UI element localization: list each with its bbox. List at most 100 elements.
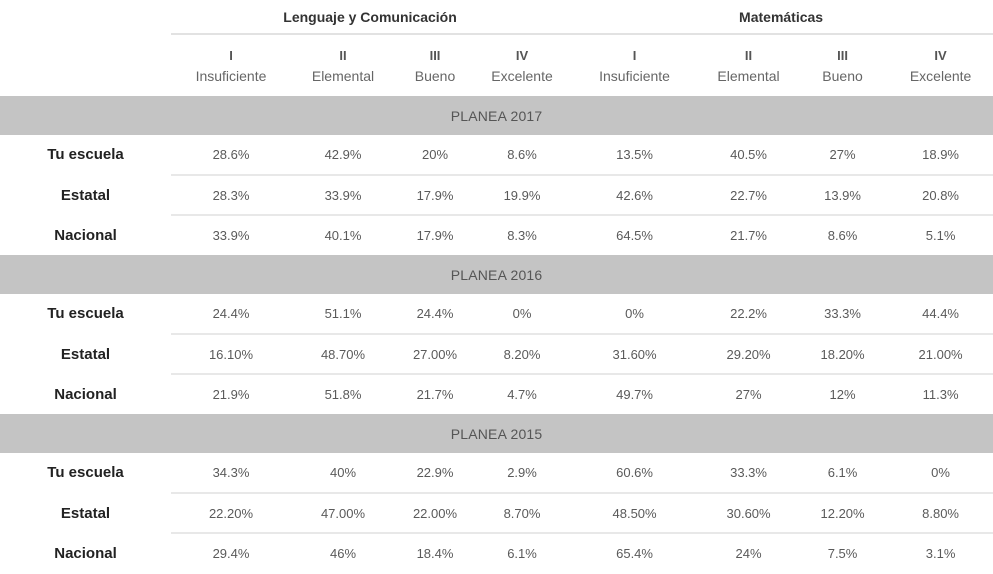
section-title: PLANEA 2015 xyxy=(450,425,543,442)
percentage-cell: 21.9% xyxy=(171,373,291,414)
level-roman: I xyxy=(632,47,637,63)
percentage-cell: 8.80% xyxy=(888,492,993,533)
row-label: Estatal xyxy=(0,492,171,533)
percentage-cell: 17.9% xyxy=(395,214,475,255)
row-label: Estatal xyxy=(0,174,171,215)
percentage-cell: 27% xyxy=(829,147,856,162)
percentage-cell: 8.6% xyxy=(797,214,889,255)
percentage-cell: 30.60% xyxy=(700,492,798,533)
percentage-cell: 20.8% xyxy=(888,174,993,215)
percentage-cell: 33.3% xyxy=(824,306,861,321)
level-header: II Elemental xyxy=(700,33,798,96)
section-title: PLANEA 2016 xyxy=(450,266,543,283)
percentage-cell: 31.60% xyxy=(569,333,701,374)
percentage-cell: 12% xyxy=(797,373,889,414)
table-row: Estatal 22.20% 47.00% 22.00% 8.70% 48.50% 30.6… xyxy=(0,492,993,533)
percentage-cell: 19.9% xyxy=(475,174,570,215)
percentage-cell: 40.5% xyxy=(730,147,767,162)
percentage-cell: 6.1% xyxy=(475,532,570,573)
level-roman: IV xyxy=(515,47,529,63)
percentage-cell: 42.6% xyxy=(569,174,701,215)
percentage-cell: 49.7% xyxy=(569,373,701,414)
percentage-cell: 46% xyxy=(291,532,395,573)
percentage-cell: 0% xyxy=(931,465,950,480)
level-name: Insuficiente xyxy=(599,67,670,84)
percentage-cell: 5.1% xyxy=(888,214,993,255)
percentage-cell: 16.10% xyxy=(171,333,291,374)
percentage-cell: 18.9% xyxy=(922,147,959,162)
section-band: PLANEA 2017 xyxy=(0,96,993,135)
subject-header-row: Lenguaje y Comunicación Matemáticas xyxy=(0,0,993,34)
percentage-cell: 51.8% xyxy=(291,373,395,414)
percentage-cell: 21.00% xyxy=(888,333,993,374)
percentage-cell: 48.50% xyxy=(569,492,701,533)
percentage-cell: 33.3% xyxy=(730,465,767,480)
table-row: Nacional 33.9% 40.1% 17.9% 8.3% 64.5% 21.7% 8.6… xyxy=(0,214,993,255)
percentage-cell: 27.00% xyxy=(395,333,475,374)
percentage-cell: 33.9% xyxy=(171,214,291,255)
percentage-cell: 0% xyxy=(625,306,644,321)
table-row: Tu escuela 24.4% 51.1% 24.4% 0% 0% 22.2% 33.3% 4… xyxy=(0,294,993,334)
level-name: Elemental xyxy=(311,67,375,84)
percentage-cell: 24.4% xyxy=(212,306,250,321)
percentage-cell: 28.6% xyxy=(212,147,250,162)
percentage-cell: 2.9% xyxy=(507,465,537,480)
level-roman: I xyxy=(229,47,233,63)
level-header: I Insuficiente xyxy=(569,33,701,96)
level-header: IV Excelente xyxy=(888,33,993,96)
percentage-cell: 21.7% xyxy=(395,373,475,414)
percentage-cell: 48.70% xyxy=(291,333,395,374)
row-label: Tu escuela xyxy=(47,146,124,163)
level-roman: IV xyxy=(934,47,947,63)
level-name: Bueno xyxy=(414,67,456,84)
percentage-cell: 8.20% xyxy=(475,333,570,374)
table-row: Tu escuela 34.3% 40% 22.9% 2.9% 60.6% 33.3% 6.1… xyxy=(0,453,993,493)
section-band: PLANEA 2016 xyxy=(0,255,993,294)
percentage-cell: 60.6% xyxy=(616,465,653,480)
percentage-cell: 65.4% xyxy=(569,532,701,573)
percentage-cell: 51.1% xyxy=(324,306,362,321)
percentage-cell: 3.1% xyxy=(888,532,993,573)
percentage-cell: 22.9% xyxy=(416,465,454,480)
row-label: Tu escuela xyxy=(47,305,124,322)
level-name: Excelente xyxy=(491,67,553,84)
percentage-cell: 29.4% xyxy=(171,532,291,573)
row-label: Nacional xyxy=(0,373,171,414)
level-roman: III xyxy=(837,47,848,63)
level-header: III Bueno xyxy=(797,33,889,96)
level-name: Bueno xyxy=(822,67,863,84)
subject-header-matematicas: Matemáticas xyxy=(739,8,824,25)
table-row: Nacional 21.9% 51.8% 21.7% 4.7% 49.7% 27% 12% 11… xyxy=(0,373,993,414)
percentage-cell: 17.9% xyxy=(395,174,475,215)
table-row: Tu escuela 28.6% 42.9% 20% 8.6% 13.5% 40.5% 27%… xyxy=(0,135,993,175)
percentage-cell: 13.5% xyxy=(616,147,653,162)
percentage-cell: 22.20% xyxy=(171,492,291,533)
percentage-cell: 21.7% xyxy=(700,214,798,255)
level-header: III Bueno xyxy=(395,33,475,96)
level-header: IV Excelente xyxy=(475,33,570,96)
percentage-cell: 24% xyxy=(700,532,798,573)
percentage-cell: 18.4% xyxy=(395,532,475,573)
level-name: Insuficiente xyxy=(195,67,267,84)
percentage-cell: 44.4% xyxy=(922,306,959,321)
percentage-cell: 4.7% xyxy=(475,373,570,414)
percentage-cell: 18.20% xyxy=(797,333,889,374)
row-label: Nacional xyxy=(0,532,171,573)
percentage-cell: 7.5% xyxy=(797,532,889,573)
level-header-row: I Insuficiente II Elemental III Bueno IV Exc… xyxy=(0,33,993,96)
level-header: I Insuficiente xyxy=(171,33,291,96)
percentage-cell: 8.3% xyxy=(475,214,570,255)
percentage-cell: 8.6% xyxy=(507,147,537,162)
row-label: Estatal xyxy=(0,333,171,374)
percentage-cell: 22.2% xyxy=(730,306,767,321)
percentage-cell: 33.9% xyxy=(291,174,395,215)
results-body: PLANEA 2017 Tu escuela 28.6% 42.9% 20% 8.6% 13… xyxy=(0,96,993,573)
percentage-cell: 24.4% xyxy=(416,306,454,321)
percentage-cell: 13.9% xyxy=(797,174,889,215)
percentage-cell: 28.3% xyxy=(171,174,291,215)
level-roman: III xyxy=(429,47,441,63)
corner-cell xyxy=(0,0,171,34)
level-name: Excelente xyxy=(909,67,972,84)
table-row: Nacional 29.4% 46% 18.4% 6.1% 65.4% 24% 7.5% 3.1… xyxy=(0,532,993,573)
